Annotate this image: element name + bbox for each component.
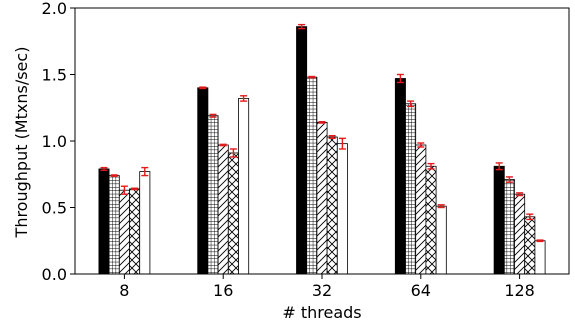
bar xyxy=(316,121,328,275)
bar xyxy=(238,98,250,275)
bar xyxy=(296,26,308,275)
bar xyxy=(326,136,338,275)
y-tick-label: 1.0 xyxy=(42,132,67,151)
y-tick-label: 2.0 xyxy=(42,0,67,18)
error-bar xyxy=(141,166,149,177)
error-bar xyxy=(417,142,425,148)
error-bar xyxy=(318,121,326,124)
error-bars xyxy=(100,23,544,243)
bar xyxy=(493,165,505,275)
y-axis-label: Throughput (Mtxns/sec) xyxy=(12,47,31,239)
error-bar xyxy=(209,113,217,118)
y-tick-label: 0.5 xyxy=(42,199,67,218)
x-tick-label: 8 xyxy=(119,281,129,300)
error-bar xyxy=(505,176,513,183)
error-bar xyxy=(536,239,544,243)
x-tick-label: 128 xyxy=(504,281,535,300)
bar xyxy=(415,144,427,275)
bar xyxy=(118,189,130,275)
y-tick-label: 1.5 xyxy=(42,66,67,85)
bar xyxy=(306,76,318,275)
error-bar xyxy=(100,166,108,171)
x-axis-ticks: 8 16 32 64 128 xyxy=(119,274,535,300)
bar xyxy=(217,144,229,275)
error-bar xyxy=(131,187,139,191)
error-bar xyxy=(120,185,128,195)
bar xyxy=(227,152,239,275)
error-bar xyxy=(298,23,306,30)
error-bar xyxy=(407,100,415,108)
bar xyxy=(524,216,536,275)
bar xyxy=(197,87,209,275)
plot-frame xyxy=(74,7,570,275)
error-bar xyxy=(338,137,346,150)
bar xyxy=(425,165,437,275)
bar xyxy=(503,179,515,275)
y-axis-ticks: 0.0 0.5 1.0 1.5 2.0 xyxy=(42,0,75,284)
bar xyxy=(129,188,141,275)
x-tick-label: 32 xyxy=(312,281,332,300)
y-tick-label: 0.0 xyxy=(42,265,67,284)
bar xyxy=(405,103,417,275)
error-bar xyxy=(308,75,316,79)
error-bar xyxy=(219,143,227,147)
bar xyxy=(108,175,120,275)
error-bar xyxy=(427,162,435,170)
error-bar xyxy=(199,86,207,90)
error-bar xyxy=(110,174,118,177)
error-bar xyxy=(240,95,248,102)
x-tick-label: 64 xyxy=(411,281,431,300)
bar xyxy=(336,143,348,275)
error-bar xyxy=(526,213,534,221)
error-bar xyxy=(437,204,445,209)
bar xyxy=(98,168,110,275)
error-bar xyxy=(229,148,237,158)
bar xyxy=(139,171,151,275)
x-axis-label: # threads xyxy=(282,303,361,322)
bar-groups xyxy=(98,26,546,275)
bar xyxy=(435,205,447,275)
bar xyxy=(534,240,546,275)
bar xyxy=(394,78,406,275)
error-bar xyxy=(328,134,336,140)
error-bar xyxy=(516,192,524,197)
bar xyxy=(514,193,526,275)
error-bar xyxy=(495,162,503,171)
bar xyxy=(207,115,219,275)
x-tick-label: 16 xyxy=(213,281,233,300)
error-bar xyxy=(396,73,404,84)
